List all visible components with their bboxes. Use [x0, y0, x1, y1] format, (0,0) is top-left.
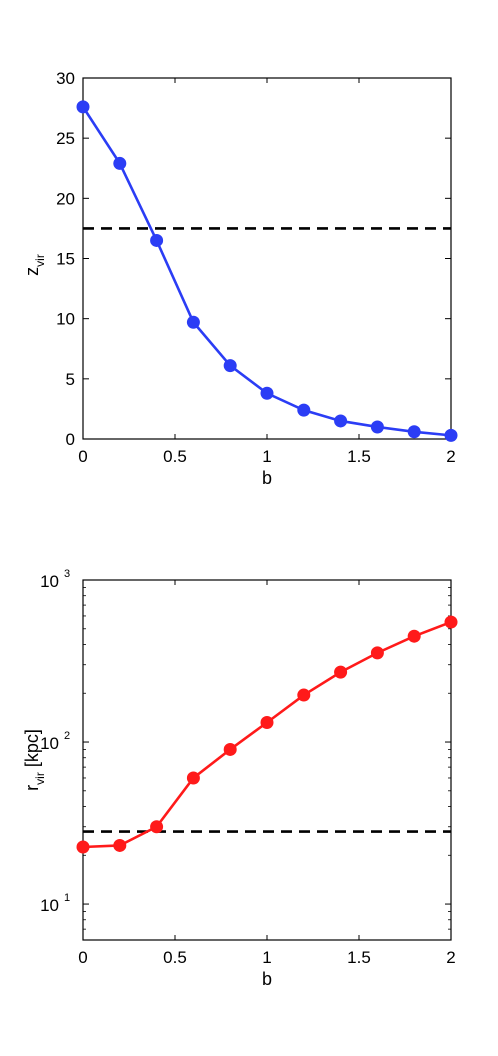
x-axis-label: b	[262, 969, 272, 989]
data-point	[370, 646, 384, 660]
x-tick-label: 1.5	[347, 948, 371, 967]
y-tick-label: 10	[40, 896, 59, 915]
data-point	[186, 315, 200, 329]
y-tick-label: 15	[56, 250, 75, 269]
y-axis-label-main: r	[22, 785, 42, 791]
data-point	[113, 838, 127, 852]
data-point	[334, 414, 348, 428]
plot-frame	[82, 579, 452, 941]
plot-frame	[82, 77, 452, 440]
x-tick-label: 0.5	[163, 948, 187, 967]
y-axis-label-unit: [kpc]	[22, 729, 42, 772]
y-tick-label: 30	[56, 69, 75, 88]
x-tick-label: 2	[446, 948, 455, 967]
y-axis-label-subscript: vir	[33, 772, 47, 785]
y-tick-exponent: 3	[64, 568, 70, 580]
y-axis-label-subscript: vir	[33, 254, 47, 267]
x-tick-label: 1	[262, 447, 271, 466]
x-axis-label: b	[262, 468, 272, 488]
data-point	[297, 688, 311, 702]
data-point	[407, 425, 421, 439]
data-point	[444, 428, 458, 442]
y-tick-label: 10	[40, 572, 59, 591]
y-axis-label: rvir [kpc]	[22, 729, 47, 791]
y-tick-label: 0	[66, 430, 75, 449]
y-tick-label: 25	[56, 129, 75, 148]
y-tick-label: 5	[66, 370, 75, 389]
series-line	[81, 106, 452, 437]
bottom-chart: 0 0.5 1 1.5 2 10 1 10 2 10 3 b rvir [kpc]	[22, 568, 458, 989]
y-axis-label-main: z	[22, 267, 42, 276]
data-point	[260, 386, 274, 400]
data-point	[150, 233, 164, 247]
data-point	[223, 742, 237, 756]
x-tick-label: 0	[78, 948, 87, 967]
data-point	[297, 403, 311, 417]
y-tick-exponent: 1	[64, 892, 70, 904]
data-point	[150, 820, 164, 834]
data-point	[113, 156, 127, 170]
data-point	[223, 359, 237, 373]
x-tick-label: 1	[262, 948, 271, 967]
data-point	[444, 615, 458, 629]
series-line	[82, 620, 452, 849]
data-point	[186, 771, 200, 785]
data-point	[370, 420, 384, 434]
x-tick-label: 0.5	[163, 447, 187, 466]
y-tick-label: 10	[56, 310, 75, 329]
y-tick-label: 20	[56, 189, 75, 208]
y-tick-exponent: 2	[64, 730, 70, 742]
data-point	[76, 840, 90, 854]
y-axis-label: zvir	[22, 254, 47, 276]
x-tick-label: 2	[446, 447, 455, 466]
x-tick-label: 1.5	[347, 447, 371, 466]
data-point	[407, 629, 421, 643]
y-tick-label: 10	[40, 734, 59, 753]
data-point	[260, 715, 274, 729]
data-point	[334, 665, 348, 679]
x-tick-label: 0	[78, 447, 87, 466]
data-point	[76, 100, 90, 114]
